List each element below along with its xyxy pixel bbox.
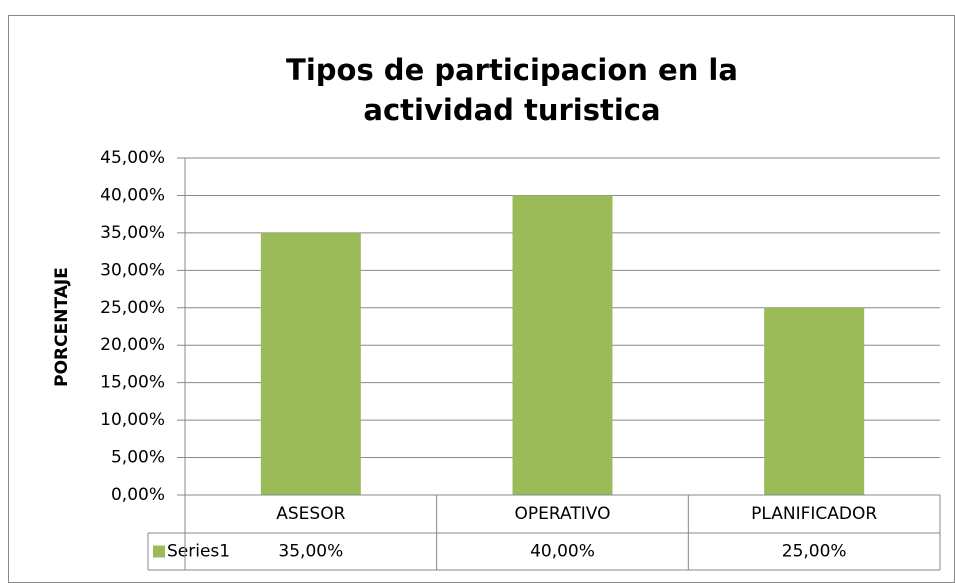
data-table-value: 40,00% — [530, 542, 595, 562]
y-tick-label: 45,00% — [100, 148, 165, 168]
x-tick-label: OPERATIVO — [515, 504, 611, 524]
y-axis-label: PORCENTAJE — [52, 267, 72, 387]
y-tick-label: 10,00% — [100, 410, 165, 430]
legend-swatch — [153, 545, 165, 558]
bar — [512, 195, 613, 495]
y-tick-label: 15,00% — [100, 373, 165, 393]
bar — [764, 307, 865, 495]
x-tick-label: PLANIFICADOR — [751, 504, 877, 524]
bar — [260, 232, 361, 495]
data-table-value: 35,00% — [278, 542, 343, 562]
y-tick-label: 0,00% — [111, 485, 165, 505]
y-tick-label: 20,00% — [100, 335, 165, 355]
y-tick-label: 30,00% — [100, 260, 165, 280]
chart-title: Tipos de participacion en la actividad t… — [286, 53, 738, 127]
y-tick-label: 25,00% — [100, 298, 165, 318]
data-table-value: 25,00% — [782, 542, 847, 562]
y-tick-label: 5,00% — [111, 448, 165, 468]
y-tick-label: 35,00% — [100, 223, 165, 243]
y-tick-label: 40,00% — [100, 185, 165, 205]
x-tick-label: ASESOR — [276, 504, 345, 524]
legend-label: Series1 — [167, 542, 230, 562]
